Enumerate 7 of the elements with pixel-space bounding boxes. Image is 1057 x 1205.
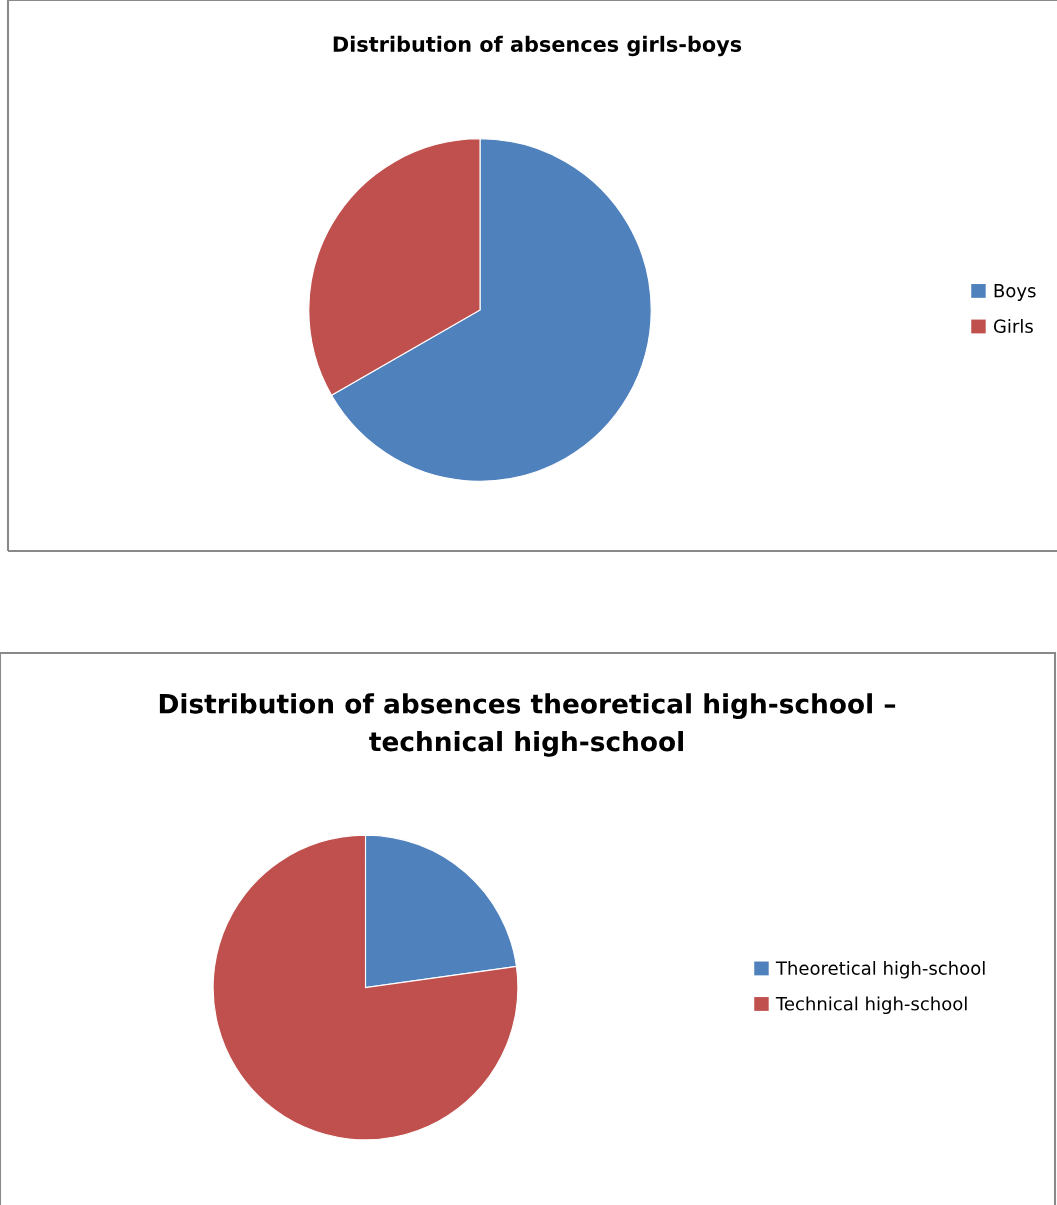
legend-label: Girls (993, 319, 1033, 333)
chart-title: Distribution of absences girls-boys (333, 35, 742, 57)
legend-label: Theoretical high-school (775, 961, 985, 979)
legend-label: Boys (994, 284, 1036, 301)
legend-label: Technical high-school (775, 996, 967, 1014)
pie-slice (212, 834, 519, 1141)
chart-title: Distribution of absences theoretical high-school – technical high-school (159, 693, 896, 757)
